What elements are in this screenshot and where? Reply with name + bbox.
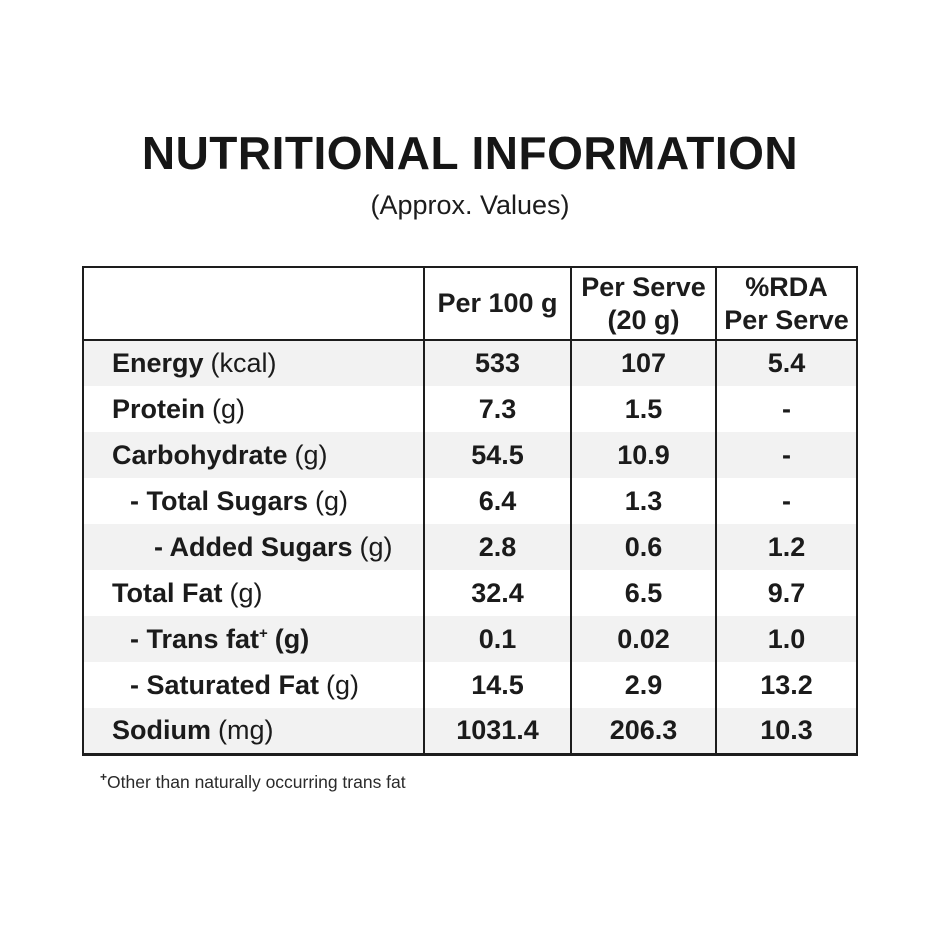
value-per-100g: 2.8	[423, 524, 571, 570]
value-per-100g: 1031.4	[423, 708, 571, 754]
table-row-total-fat: Total Fat (g) 32.4 6.5 9.7	[83, 570, 857, 616]
header-label: %RDA	[745, 271, 828, 302]
footnote: +Other than naturally occurring trans fa…	[100, 770, 940, 793]
value-per-serve: 6.5	[570, 570, 716, 616]
nutrient-name-cell: - Trans fat+ (g)	[83, 616, 424, 662]
value-per-serve: 2.9	[570, 662, 716, 708]
nutrient-name: Energy	[112, 348, 204, 378]
value-per-100g: 6.4	[423, 478, 571, 524]
value-per-100g: 54.5	[423, 432, 571, 478]
header-row: Per 100 g Per Serve (20 g) %RDA Per Serv…	[83, 267, 857, 341]
header-cell-rda: %RDA Per Serve	[715, 267, 857, 341]
nutrient-name-cell: Total Fat (g)	[83, 570, 424, 616]
nutrient-name: Total Fat	[112, 577, 223, 608]
value-per-100g: 0.1	[423, 616, 571, 662]
value-rda: -	[715, 386, 857, 432]
nutrient-name-cell: Sodium (mg)	[83, 708, 424, 754]
table-row-trans-fat: - Trans fat+ (g) 0.1 0.02 1.0	[83, 616, 857, 662]
nutrient-unit: (g)	[274, 623, 310, 654]
nutrient-unit: (g)	[326, 669, 360, 700]
nutrient-unit: (mg)	[218, 714, 274, 745]
header-label: Per 100 g	[437, 288, 558, 319]
nutrient-name: Carbohydrate	[112, 439, 288, 470]
value-per-serve: 10.9	[570, 432, 716, 478]
table-body: Energy (kcal) 533 107 5.4 Protein (g) 7.3 …	[83, 340, 857, 754]
table-row-added-sugars: - Added Sugars (g) 2.8 0.6 1.2	[83, 524, 857, 570]
table-row-carbohydrate: Carbohydrate (g) 54.5 10.9 -	[83, 432, 857, 478]
header-label: (20 g)	[607, 304, 680, 335]
nutrient-name-cell: Protein (g)	[83, 386, 424, 432]
value-per-serve: 0.6	[570, 524, 716, 570]
value-rda: 5.4	[715, 340, 857, 386]
header-cell-empty	[83, 267, 424, 341]
nutrition-table: Per 100 g Per Serve (20 g) %RDA Per Serv…	[82, 266, 858, 756]
table-row-total-sugars: - Total Sugars (g) 6.4 1.3 -	[83, 478, 857, 524]
footnote-marker: +	[259, 624, 268, 642]
value-per-100g: 14.5	[423, 662, 571, 708]
table-row-sodium: Sodium (mg) 1031.4 206.3 10.3	[83, 708, 857, 754]
value-per-serve: 206.3	[570, 708, 716, 754]
nutrient-name: - Trans fat	[130, 623, 260, 654]
table-row-saturated-fat: - Saturated Fat (g) 14.5 2.9 13.2	[83, 662, 857, 708]
value-per-100g: 533	[423, 340, 571, 386]
page-subtitle: (Approx. Values)	[370, 190, 570, 220]
value-per-serve: 107	[570, 340, 716, 386]
value-per-serve: 1.3	[570, 478, 716, 524]
header-label: Per Serve	[581, 271, 706, 302]
nutrient-unit: (g)	[229, 577, 263, 608]
nutrient-unit: (g)	[294, 439, 328, 470]
value-rda: 10.3	[715, 708, 857, 754]
footnote-text: Other than naturally occurring trans fat	[107, 771, 406, 792]
value-rda: -	[715, 432, 857, 478]
value-rda: 9.7	[715, 570, 857, 616]
value-per-serve: 0.02	[570, 616, 716, 662]
nutrient-name-cell: - Added Sugars (g)	[83, 524, 424, 570]
nutrient-name: Protein	[112, 393, 206, 424]
nutrient-name-cell: Energy (kcal)	[83, 340, 424, 386]
nutrient-unit: (g)	[315, 485, 349, 516]
table-header: Per 100 g Per Serve (20 g) %RDA Per Serv…	[83, 267, 857, 341]
header-label: Per Serve	[724, 304, 849, 335]
nutrient-name-cell: - Saturated Fat (g)	[83, 662, 424, 708]
nutrient-name: Sodium	[112, 714, 211, 745]
value-rda: 13.2	[715, 662, 857, 708]
footnote-sup: +	[100, 769, 108, 784]
value-per-serve: 1.5	[570, 386, 716, 432]
value-per-100g: 32.4	[423, 570, 571, 616]
header-cell-per-100g: Per 100 g	[423, 267, 571, 341]
nutrient-unit: (g)	[212, 393, 246, 424]
value-per-100g: 7.3	[423, 386, 571, 432]
table-row-protein: Protein (g) 7.3 1.5 -	[83, 386, 857, 432]
page-title: NUTRITIONAL INFORMATION	[141, 127, 799, 179]
nutrient-name-cell: - Total Sugars (g)	[83, 478, 424, 524]
nutrient-unit: (g)	[359, 531, 393, 562]
table-row-energy: Energy (kcal) 533 107 5.4	[83, 340, 857, 386]
header-cell-per-serve: Per Serve (20 g)	[570, 267, 716, 341]
value-rda: 1.2	[715, 524, 857, 570]
nutrient-name: - Saturated Fat	[130, 669, 320, 700]
nutrient-unit: (kcal)	[210, 348, 277, 378]
nutrient-name-cell: Carbohydrate (g)	[83, 432, 424, 478]
value-rda: -	[715, 478, 857, 524]
value-rda: 1.0	[715, 616, 857, 662]
nutrient-name: - Total Sugars	[130, 485, 309, 516]
nutrient-name: - Added Sugars	[154, 531, 353, 562]
